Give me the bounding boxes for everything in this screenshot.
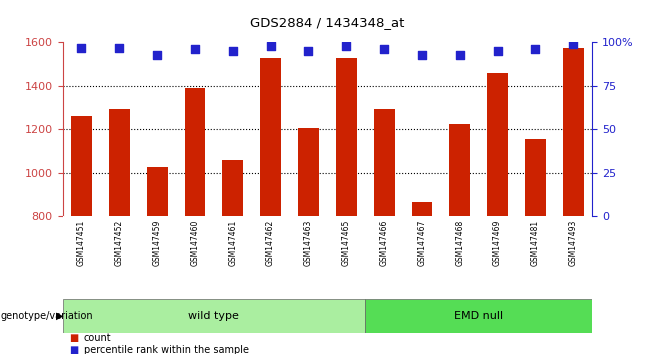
Text: GSM147461: GSM147461	[228, 220, 238, 266]
Text: GSM147469: GSM147469	[493, 220, 502, 267]
Point	[114, 45, 124, 51]
Text: ■: ■	[69, 346, 78, 354]
Bar	[374, 109, 395, 216]
Text: GSM147452: GSM147452	[114, 220, 124, 266]
Point	[265, 43, 276, 49]
Bar	[365, 299, 592, 333]
Text: GSM147466: GSM147466	[380, 220, 389, 267]
Text: GDS2884 / 1434348_at: GDS2884 / 1434348_at	[250, 16, 405, 29]
Text: count: count	[84, 333, 111, 343]
Bar	[411, 202, 432, 216]
Bar	[563, 48, 584, 216]
Bar	[184, 88, 205, 216]
Point	[530, 47, 541, 52]
Bar	[298, 128, 319, 216]
Point	[417, 52, 427, 57]
Bar	[109, 109, 130, 216]
Bar	[449, 124, 470, 216]
Text: percentile rank within the sample: percentile rank within the sample	[84, 346, 249, 354]
Point	[379, 47, 390, 52]
Text: ■: ■	[69, 333, 78, 343]
Point	[152, 52, 163, 57]
Bar	[487, 73, 508, 216]
Bar	[260, 58, 281, 216]
Text: EMD null: EMD null	[454, 311, 503, 321]
Point	[76, 45, 87, 51]
Point	[190, 47, 200, 52]
Text: GSM147493: GSM147493	[569, 220, 578, 267]
Bar	[63, 299, 365, 333]
Bar	[525, 139, 546, 216]
Bar	[336, 58, 357, 216]
Text: GSM147451: GSM147451	[77, 220, 86, 266]
Text: genotype/variation: genotype/variation	[1, 311, 93, 321]
Text: GSM147465: GSM147465	[342, 220, 351, 267]
Text: GSM147459: GSM147459	[153, 220, 162, 267]
Point	[568, 41, 578, 47]
Text: GSM147462: GSM147462	[266, 220, 275, 266]
Text: GSM147463: GSM147463	[304, 220, 313, 267]
Point	[228, 48, 238, 54]
Point	[455, 52, 465, 57]
Bar	[147, 167, 168, 216]
Point	[341, 43, 351, 49]
Bar	[222, 160, 243, 216]
Text: GSM147467: GSM147467	[417, 220, 426, 267]
Point	[492, 48, 503, 54]
Text: ▶: ▶	[56, 311, 64, 321]
Text: GSM147468: GSM147468	[455, 220, 465, 266]
Point	[303, 48, 314, 54]
Text: GSM147481: GSM147481	[531, 220, 540, 266]
Bar	[71, 116, 92, 216]
Text: GSM147460: GSM147460	[190, 220, 199, 267]
Text: wild type: wild type	[188, 311, 240, 321]
